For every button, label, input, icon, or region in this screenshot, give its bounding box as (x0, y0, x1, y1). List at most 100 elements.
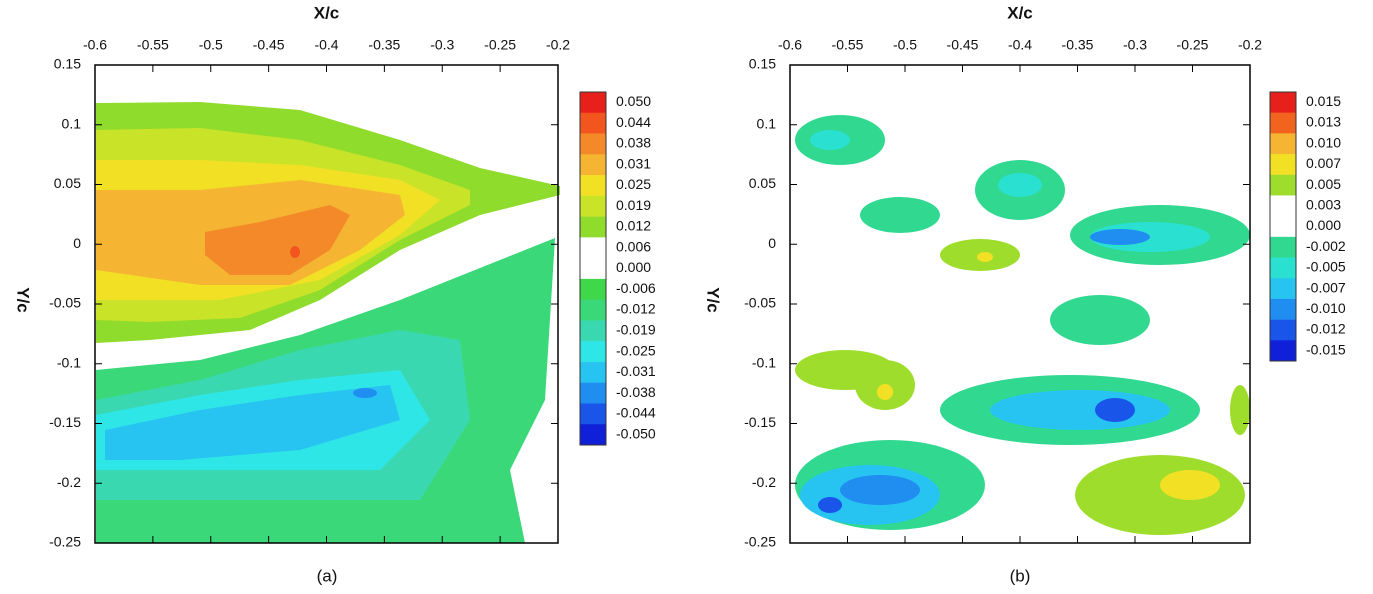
x-tick-label: -0.45 (947, 37, 979, 53)
x-tick-label: -0.5 (893, 37, 917, 53)
colorbar-swatch (580, 382, 606, 404)
colorbar-label: 0.019 (616, 197, 651, 213)
contour-region (990, 390, 1170, 430)
colorbar-label: 0.050 (616, 93, 651, 109)
x-tick-label: -0.3 (1123, 37, 1147, 53)
x-tick-label: -0.4 (314, 37, 338, 53)
contour-region (818, 497, 842, 513)
colorbar-swatch (580, 278, 606, 300)
colorbar-label: 0.003 (1306, 197, 1341, 213)
colorbar-label: -0.005 (1306, 259, 1346, 275)
contour-region (1230, 385, 1250, 435)
y-tick-label: -0.15 (744, 414, 776, 430)
colorbar-label: 0.038 (616, 135, 651, 151)
y-axis-label: Y/c (704, 287, 723, 313)
contour-region (998, 173, 1042, 197)
contour-region (1090, 229, 1150, 245)
colorbar-swatch (580, 424, 606, 446)
colorbar-label: 0.025 (616, 176, 651, 192)
colorbar-swatch (580, 175, 606, 197)
colorbar-swatch (580, 195, 606, 217)
y-tick-label: 0.15 (749, 56, 776, 72)
y-axis-label: Y/c (14, 287, 33, 313)
y-tick-label: 0 (73, 235, 81, 251)
colorbar-swatch (1270, 236, 1296, 258)
colorbar-swatch (1270, 174, 1296, 196)
colorbar-label: 0.012 (616, 218, 651, 234)
colorbar-label: 0.031 (616, 155, 651, 171)
y-tick-label: 0.05 (54, 175, 81, 191)
x-axis-label: X/c (1007, 3, 1033, 22)
y-tick-label: -0.25 (49, 534, 81, 550)
x-axis-label: X/c (314, 3, 340, 22)
x-tick-label: -0.2 (546, 37, 570, 53)
contour-region (205, 205, 350, 275)
contour-region (877, 384, 893, 400)
colorbar-label: 0.006 (616, 238, 651, 254)
colorbar-label: -0.006 (616, 280, 656, 296)
colorbar-swatch (1270, 92, 1296, 113)
colorbar-label: -0.044 (616, 405, 656, 421)
colorbar-swatch (580, 92, 606, 114)
colorbar-label: 0.015 (1306, 93, 1341, 109)
y-tick-label: -0.05 (744, 295, 776, 311)
colorbar-label: -0.050 (616, 425, 656, 441)
x-tick-label: -0.25 (484, 37, 516, 53)
y-tick-label: -0.2 (752, 474, 776, 490)
y-tick-label: -0.25 (744, 534, 776, 550)
caption: (a) (317, 566, 338, 585)
contour-region (977, 252, 993, 262)
colorbar-swatch (1270, 298, 1296, 320)
x-tick-label: -0.5 (199, 37, 223, 53)
contour-region (353, 388, 377, 398)
colorbar-label: 0.005 (1306, 176, 1341, 192)
colorbar-swatch (1270, 278, 1296, 300)
y-tick-label: -0.1 (57, 354, 81, 370)
colorbar-swatch (1270, 257, 1296, 279)
colorbar-label: 0.044 (616, 114, 651, 130)
colorbar-swatch (1270, 195, 1296, 217)
colorbar-label: 0.000 (1306, 217, 1341, 233)
colorbar-swatch (580, 154, 606, 176)
x-tick-label: -0.35 (1062, 37, 1094, 53)
colorbar-swatch (580, 403, 606, 425)
contour-region (860, 197, 940, 233)
y-tick-label: 0 (768, 235, 776, 251)
colorbar-swatch (1270, 154, 1296, 176)
colorbar-label: -0.031 (616, 363, 656, 379)
colorbar-label: -0.012 (1306, 321, 1346, 337)
colorbar-swatch (580, 216, 606, 238)
contour-region (290, 246, 300, 258)
contours-b (795, 115, 1250, 535)
colorbar-label: -0.019 (616, 321, 656, 337)
x-tick-label: -0.35 (368, 37, 400, 53)
contour-region (1075, 455, 1245, 535)
x-tick-label: -0.55 (137, 37, 169, 53)
x-tick-label: -0.6 (83, 37, 107, 53)
colorbar-label: -0.007 (1306, 279, 1346, 295)
x-tick-label: -0.2 (1238, 37, 1262, 53)
colorbar-swatch (580, 299, 606, 321)
colorbar-swatch (580, 237, 606, 259)
colorbar-swatch (580, 341, 606, 363)
x-tick-label: -0.45 (253, 37, 285, 53)
colorbar-swatch (1270, 216, 1296, 238)
colorbar-swatch (1270, 112, 1296, 134)
colorbar-label: 0.013 (1306, 114, 1341, 130)
y-tick-label: -0.05 (49, 295, 81, 311)
colorbar-swatch (580, 258, 606, 280)
y-tick-label: 0.15 (54, 56, 81, 72)
contour-region (840, 475, 920, 505)
y-tick-label: 0.05 (749, 175, 776, 191)
colorbar-swatch (580, 361, 606, 384)
x-tick-label: -0.6 (778, 37, 802, 53)
contour-region (1050, 295, 1150, 345)
y-tick-label: -0.2 (57, 474, 81, 490)
colorbar-swatch (1270, 340, 1296, 362)
x-tick-label: -0.3 (430, 37, 454, 53)
contour-region (1160, 470, 1220, 500)
contour-region (810, 130, 850, 150)
x-tick-label: -0.55 (832, 37, 864, 53)
colorbar-swatch (580, 133, 606, 155)
